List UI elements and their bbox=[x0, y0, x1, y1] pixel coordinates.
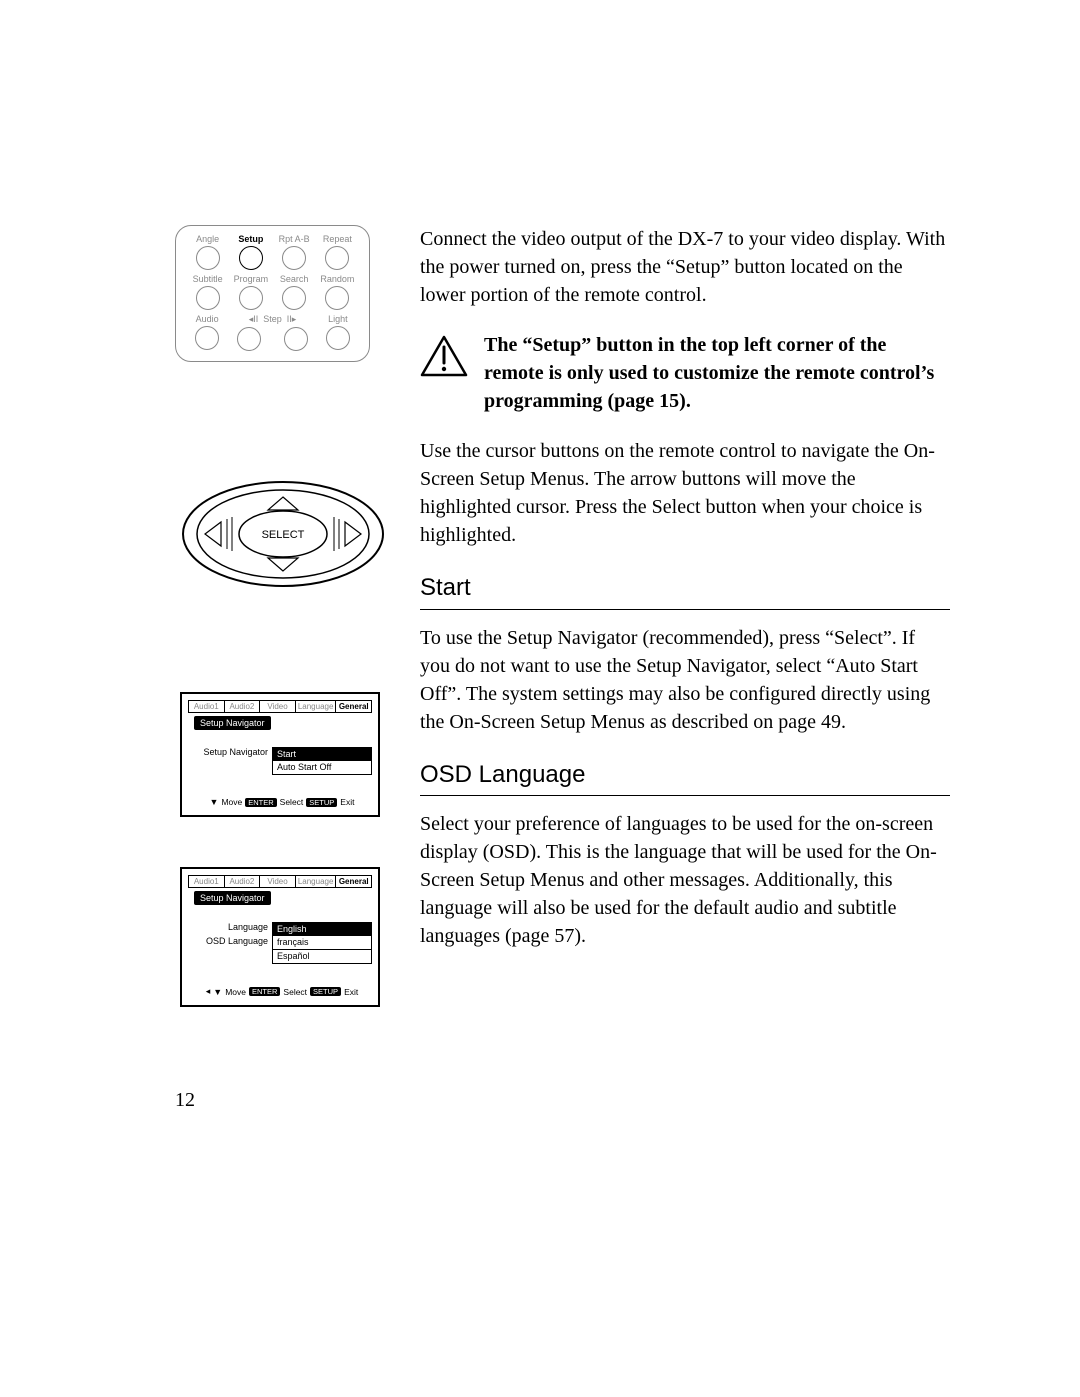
hint-exit: Exit bbox=[340, 797, 354, 807]
remote-button-label: Angle bbox=[186, 234, 229, 244]
manual-page: AngleSetupRpt A-BRepeatSubtitleProgramSe… bbox=[0, 0, 1080, 1397]
osd-tab: Video bbox=[260, 701, 296, 713]
osd-option: français bbox=[272, 936, 372, 950]
remote-button-icon bbox=[282, 246, 306, 270]
remote-button-icon bbox=[325, 286, 349, 310]
paragraph: Select your preference of languages to b… bbox=[420, 810, 950, 950]
remote-button-icon bbox=[282, 286, 306, 310]
remote-button-label: Search bbox=[273, 274, 316, 284]
down-arrow-icon: ▼ bbox=[213, 987, 222, 997]
remote-button-icon bbox=[326, 326, 350, 350]
osd-chip: Setup Navigator bbox=[194, 891, 271, 905]
enter-tag: ENTER bbox=[249, 987, 280, 996]
remote-button-icon bbox=[196, 246, 220, 270]
osd-tabs: Audio1Audio2VideoLanguageGeneral bbox=[188, 875, 372, 888]
warning-icon bbox=[420, 335, 468, 387]
setup-tag: SETUP bbox=[310, 987, 341, 996]
setup-tag: SETUP bbox=[306, 798, 337, 807]
osd-tab: Audio1 bbox=[188, 876, 225, 888]
osd-screenshot-language: Audio1Audio2VideoLanguageGeneral Setup N… bbox=[180, 867, 380, 1007]
osd-footer-hints: ▼ Move ENTER Select SETUP Exit bbox=[188, 795, 372, 809]
remote-step-label: ◂II Step II▸ bbox=[228, 314, 316, 325]
osd-row-label: Language bbox=[188, 922, 272, 936]
osd-option-selected: Start bbox=[272, 747, 372, 761]
cursor-pad-diagram: SELECT bbox=[175, 477, 390, 592]
osd-row-label: Setup Navigator bbox=[188, 747, 272, 761]
remote-button-icon bbox=[237, 327, 261, 351]
remote-button-cell: Setup bbox=[229, 234, 272, 274]
osd-tab: General bbox=[336, 701, 372, 713]
page-number: 12 bbox=[175, 1089, 195, 1112]
remote-button-cell: Angle bbox=[186, 234, 229, 274]
remote-button-label: Repeat bbox=[316, 234, 359, 244]
osd-option: Español bbox=[272, 950, 372, 964]
two-column-layout: AngleSetupRpt A-BRepeatSubtitleProgramSe… bbox=[175, 225, 950, 1007]
hint-select: Select bbox=[280, 797, 304, 807]
down-arrow-icon: ▼ bbox=[210, 797, 219, 807]
remote-button-icon bbox=[325, 246, 349, 270]
osd-footer-hints: ◂ ▼ Move ENTER Select SETUP Exit bbox=[188, 984, 372, 999]
remote-button-label: Rpt A-B bbox=[273, 234, 316, 244]
osd-screenshot-start: Audio1Audio2VideoLanguageGeneral Setup N… bbox=[180, 692, 380, 817]
remote-button-icon bbox=[196, 286, 220, 310]
hint-move: Move bbox=[221, 797, 242, 807]
remote-button-cell: Audio bbox=[186, 314, 228, 355]
remote-button-cell: Repeat bbox=[316, 234, 359, 274]
osd-tab: General bbox=[336, 876, 372, 888]
remote-button-cell: Subtitle bbox=[186, 274, 229, 314]
figures-column: AngleSetupRpt A-BRepeatSubtitleProgramSe… bbox=[175, 225, 390, 1007]
remote-button-icon bbox=[284, 327, 308, 351]
hint-move: Move bbox=[225, 987, 246, 997]
paragraph: Connect the video output of the DX-7 to … bbox=[420, 225, 950, 309]
heading-start: Start bbox=[420, 571, 950, 610]
remote-button-label: Random bbox=[316, 274, 359, 284]
remote-button-label: Audio bbox=[186, 314, 228, 324]
osd-tab: Audio1 bbox=[188, 701, 225, 713]
osd-tab: Audio2 bbox=[225, 701, 261, 713]
remote-button-label: Light bbox=[317, 314, 359, 324]
left-arrow-icon: ◂ bbox=[206, 986, 211, 997]
osd-tabs: Audio1Audio2VideoLanguageGeneral bbox=[188, 700, 372, 713]
select-label: SELECT bbox=[261, 529, 304, 541]
warning-note: The “Setup” button in the top left corne… bbox=[420, 331, 950, 415]
osd-tab: Audio2 bbox=[225, 876, 261, 888]
remote-button-cell: Search bbox=[273, 274, 316, 314]
remote-button-cell: Program bbox=[229, 274, 272, 314]
remote-button-icon bbox=[239, 246, 263, 270]
hint-exit: Exit bbox=[344, 987, 358, 997]
osd-chip: Setup Navigator bbox=[194, 716, 271, 730]
remote-button-label: Subtitle bbox=[186, 274, 229, 284]
paragraph: Use the cursor buttons on the remote con… bbox=[420, 437, 950, 549]
osd-row-label: OSD Language bbox=[188, 936, 272, 950]
warning-text: The “Setup” button in the top left corne… bbox=[484, 331, 950, 415]
paragraph: To use the Setup Navigator (recommended)… bbox=[420, 624, 950, 736]
text-column: Connect the video output of the DX-7 to … bbox=[420, 225, 950, 1007]
remote-button-cell: Random bbox=[316, 274, 359, 314]
remote-step-cell: ◂II Step II▸ bbox=[228, 314, 316, 355]
remote-button-icon bbox=[195, 326, 219, 350]
osd-option-selected: English bbox=[272, 922, 372, 936]
remote-button-cell: Light bbox=[317, 314, 359, 355]
osd-tab: Language bbox=[296, 701, 337, 713]
remote-button-cell: Rpt A-B bbox=[273, 234, 316, 274]
remote-button-label: Program bbox=[229, 274, 272, 284]
osd-tab: Language bbox=[296, 876, 337, 888]
remote-button-grid: AngleSetupRpt A-BRepeat SubtitleProgramSe… bbox=[175, 225, 370, 362]
remote-button-icon bbox=[239, 286, 263, 310]
hint-select: Select bbox=[283, 987, 307, 997]
osd-tab: Video bbox=[260, 876, 296, 888]
heading-osd-language: OSD Language bbox=[420, 758, 950, 797]
enter-tag: ENTER bbox=[245, 798, 276, 807]
osd-option: Auto Start Off bbox=[272, 761, 372, 775]
remote-button-label: Setup bbox=[229, 234, 272, 244]
